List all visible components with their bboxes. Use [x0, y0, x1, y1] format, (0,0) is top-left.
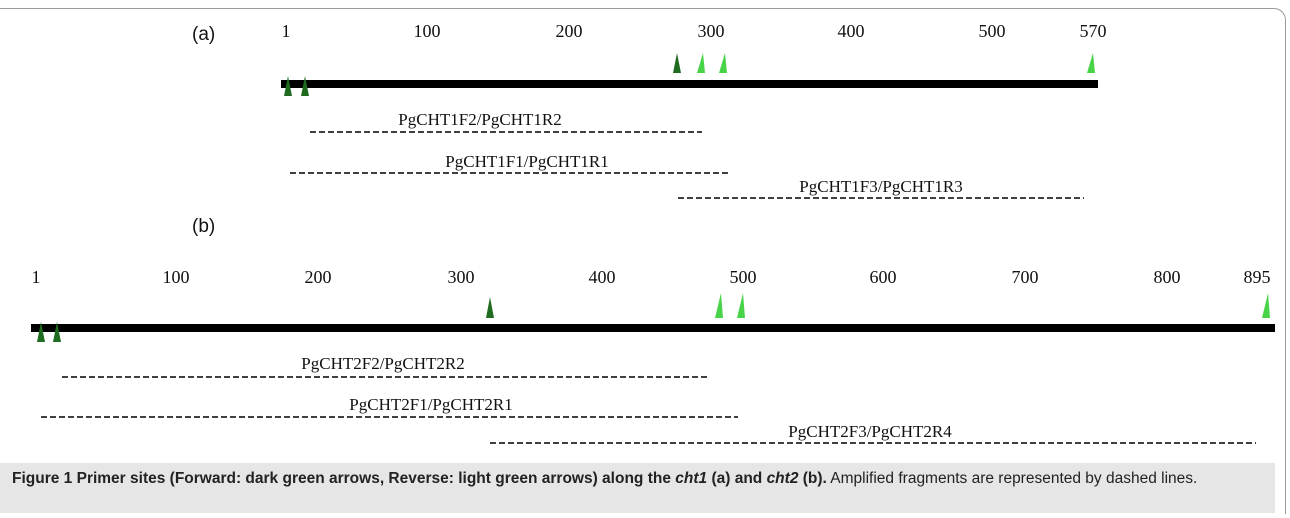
panel-b-forward-arrow [53, 322, 61, 342]
panel-b-tick: 500 [730, 267, 757, 287]
panel-b: (b) 1 100 200 300 400 500 600 700 800 89… [31, 216, 1275, 444]
panel-a-tick: 200 [556, 21, 583, 41]
panel-b-tick: 400 [589, 267, 616, 287]
panel-b-tick: 800 [1154, 267, 1181, 287]
panel-a-sequence-bar [281, 80, 1098, 88]
panel-a-label: (a) [192, 24, 215, 45]
primer-label: PgCHT1F2/PgCHT1R2 [398, 110, 561, 129]
panel-b-forward-arrow [486, 297, 494, 318]
primer-label: PgCHT2F1/PgCHT2R1 [349, 395, 512, 414]
figure-frame [0, 8, 1286, 514]
panel-b-tick: 700 [1012, 267, 1039, 287]
panel-a-tick: 100 [414, 21, 441, 41]
caption-title-part: Primer sites (Forward: dark green arrows… [72, 470, 676, 487]
panel-b-reverse-arrow [1262, 293, 1270, 318]
panel-b-tick: 1 [32, 267, 41, 287]
figure-caption: Figure 1 Primer sites (Forward: dark gre… [0, 463, 1275, 513]
panel-a-forward-arrow [301, 76, 309, 96]
panel-a-tick: 570 [1080, 21, 1107, 41]
panel-a: (a) 1 100 200 300 400 500 570 PgCHT1F2/P… [192, 21, 1107, 199]
panel-a-forward-arrow [673, 53, 681, 73]
panel-b-sequence-bar [31, 324, 1275, 332]
panel-b-forward-arrow [37, 322, 45, 342]
panel-a-tick: 300 [698, 21, 725, 41]
panel-a-reverse-arrow [719, 53, 727, 73]
primer-label: PgCHT1F1/PgCHT1R1 [445, 152, 608, 171]
caption-body-text: Amplified fragments are represented by d… [826, 470, 1198, 487]
panel-a-tick: 500 [979, 21, 1006, 41]
caption-figure-label: Figure 1 [12, 470, 73, 487]
panel-b-reverse-arrow [715, 293, 723, 318]
panel-b-tick: 895 [1244, 267, 1271, 287]
panel-b-tick: 300 [448, 267, 475, 287]
caption-title-part: (b). [798, 470, 827, 487]
panel-a-tick: 1 [282, 21, 291, 41]
panel-a-reverse-arrow [697, 53, 705, 73]
panel-b-tick: 600 [870, 267, 897, 287]
panel-a-reverse-arrow [1087, 53, 1095, 73]
panel-b-label: (b) [192, 216, 215, 237]
panel-b-tick: 200 [305, 267, 332, 287]
caption-gene-cht2: cht2 [766, 470, 799, 487]
primer-label: PgCHT2F3/PgCHT2R4 [788, 422, 952, 441]
panel-b-reverse-arrow [737, 293, 745, 318]
panel-a-forward-arrow [284, 76, 292, 96]
caption-title-part: (a) and [707, 470, 767, 487]
primer-label: PgCHT2F2/PgCHT2R2 [301, 354, 464, 373]
panel-a-tick: 400 [838, 21, 865, 41]
panel-b-tick: 100 [163, 267, 190, 287]
primer-diagram: (a) 1 100 200 300 400 500 570 PgCHT1F2/P… [31, 21, 1275, 444]
primer-label: PgCHT1F3/PgCHT1R3 [799, 177, 962, 196]
caption-gene-cht1: cht1 [675, 470, 708, 487]
